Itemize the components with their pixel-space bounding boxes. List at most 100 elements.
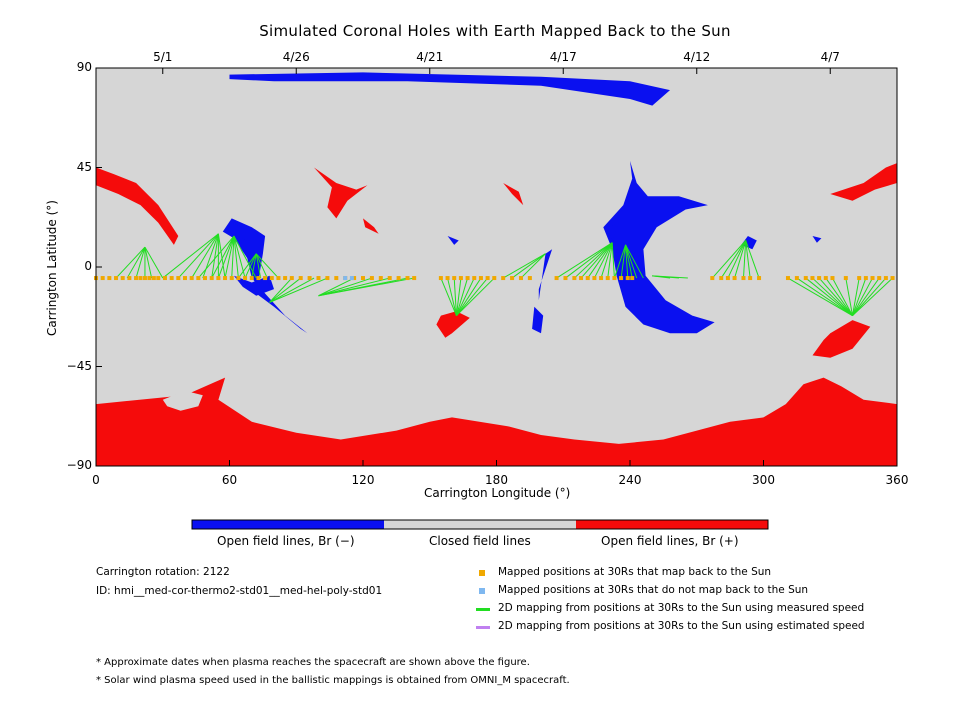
- mapped-position: [883, 276, 888, 281]
- mapping-line: [852, 277, 893, 317]
- mapped-position: [501, 276, 506, 281]
- axis-ticks: [95, 67, 898, 467]
- mapping-line: [455, 277, 475, 316]
- mapped-position: [138, 276, 143, 281]
- mapping-line: [202, 233, 219, 279]
- mapped-position: [890, 276, 895, 281]
- mapped-position: [249, 276, 254, 281]
- mapped-position: [100, 276, 105, 281]
- mapping-line: [447, 277, 457, 316]
- mapped-position: [316, 276, 321, 281]
- mapping-line: [727, 240, 747, 279]
- mapped-position: [120, 276, 125, 281]
- x-axis-label: Carrington Longitude (°): [424, 486, 571, 500]
- mapped-position: [369, 276, 374, 281]
- mapping-line: [456, 277, 488, 316]
- south-polar-positive-hole: [96, 377, 897, 466]
- coronal-hole-negative-2: [231, 222, 250, 241]
- mapped-position: [458, 276, 463, 281]
- mapped-position: [817, 276, 822, 281]
- mapped-position: [325, 276, 330, 281]
- x-tick-label: 120: [351, 473, 375, 487]
- mapping-line: [255, 253, 268, 279]
- mapping-line: [197, 235, 235, 279]
- mapped-position: [236, 276, 241, 281]
- y-tick-label: 90: [76, 60, 92, 74]
- mapped-position: [452, 276, 457, 281]
- mapping-line: [852, 277, 860, 316]
- top-date-tick-label: 4/7: [820, 50, 840, 64]
- coronal-hole-positive-5: [436, 311, 470, 338]
- mapping-line: [455, 277, 462, 316]
- mapping-line: [211, 233, 219, 279]
- mapped-position: [216, 276, 221, 281]
- mapping-line: [818, 277, 853, 316]
- x-tick-label: 180: [485, 473, 508, 487]
- mapped-position: [283, 276, 288, 281]
- mapped-position: [803, 276, 808, 281]
- mapped-position: [169, 276, 174, 281]
- coronal-hole-negative-3: [233, 275, 274, 296]
- mapping-line: [832, 277, 853, 316]
- x-tick-label: 300: [752, 473, 775, 487]
- mapped-position: [256, 276, 261, 281]
- mapped-position: [176, 276, 181, 281]
- mapped-position: [605, 276, 610, 281]
- mapping-line: [318, 277, 390, 297]
- mapping-line: [574, 242, 613, 279]
- mapped-position: [203, 276, 208, 281]
- mapping-line: [852, 277, 887, 316]
- mapping-line: [593, 242, 613, 279]
- coronal-hole-negative-5: [532, 306, 544, 334]
- mapping-line: [144, 246, 164, 279]
- mapping-line: [625, 244, 638, 279]
- mapping-line: [607, 242, 613, 279]
- mapped-position: [612, 276, 617, 281]
- mapped-position: [107, 276, 112, 281]
- mapping-line: [177, 233, 219, 279]
- mapped-position: [209, 276, 214, 281]
- mapping-line: [587, 242, 613, 279]
- y-tick-label: 0: [84, 259, 92, 273]
- mapped-position: [725, 276, 730, 281]
- mapped-position: [719, 276, 724, 281]
- mapping-line: [237, 253, 257, 279]
- mapping-line: [217, 233, 226, 279]
- mapping-line: [796, 277, 853, 317]
- mapping-line: [440, 277, 457, 316]
- mapped-position: [518, 276, 523, 281]
- mapping-line: [711, 240, 747, 279]
- carrington-rotation: Carrington rotation: 2122: [96, 566, 230, 578]
- mapped-position: [142, 276, 147, 281]
- mapping-line: [126, 246, 146, 279]
- mapped-position: [785, 276, 790, 281]
- mapped-position: [619, 276, 624, 281]
- colorbar-label-neg: Open field lines, Br (−): [217, 534, 355, 548]
- unmapped-marker-icon: [479, 588, 485, 594]
- mapped-position: [269, 276, 274, 281]
- mapped-position: [554, 276, 559, 281]
- mapping-line: [556, 242, 613, 279]
- mapped-position: [870, 276, 875, 281]
- mapped-position: [572, 276, 577, 281]
- mapped-position: [810, 276, 815, 281]
- colorbar-closed: [384, 520, 576, 529]
- mapped-position: [387, 276, 392, 281]
- mapped-position: [134, 276, 139, 281]
- mapped-position: [223, 276, 228, 281]
- coronal-hole-positive-7: [503, 183, 524, 206]
- y-tick-label: −45: [66, 358, 92, 373]
- estimated-line-icon: [476, 626, 490, 629]
- mapping-line: [611, 242, 615, 279]
- top-date-tick-label: 4/17: [549, 50, 577, 64]
- top-date-tick-label: 4/12: [683, 50, 711, 64]
- coronal-hole-positive-6: [812, 320, 871, 358]
- mapping-line: [231, 236, 235, 279]
- mapped-position: [289, 276, 294, 281]
- mapped-position: [478, 276, 483, 281]
- x-tick-label: 60: [221, 473, 238, 487]
- mapping-line: [318, 277, 415, 297]
- mapped-position: [741, 276, 746, 281]
- mapped-position: [492, 276, 497, 281]
- mapping-line: [453, 278, 457, 316]
